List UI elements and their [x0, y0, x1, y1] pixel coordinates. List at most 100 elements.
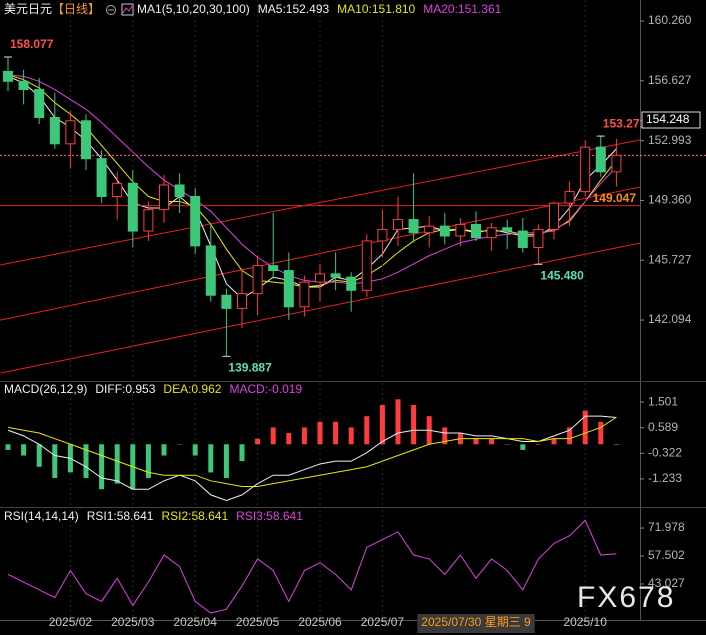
- candle-body: [127, 182, 138, 232]
- legend-entry: MACD:-0.019: [229, 382, 302, 396]
- legend-entry: DIFF:0.953: [95, 382, 155, 396]
- candle-body: [34, 89, 45, 119]
- macd-bar: [114, 444, 120, 484]
- indicator-icon: [121, 3, 134, 16]
- macd-bar: [317, 421, 323, 445]
- y-tick-label: 0.589: [648, 420, 678, 434]
- x-tick-label: 2025/10: [564, 615, 608, 629]
- macd-bar: [145, 444, 151, 479]
- candle-body: [564, 191, 575, 204]
- macd-bar: [161, 444, 167, 456]
- y-tick-label: 57.502: [648, 548, 685, 562]
- indicator-icon: [122, 5, 133, 14]
- candle-body: [393, 219, 403, 230]
- indicator-label: MACD(26,12,9): [4, 382, 87, 396]
- y-tick-label: -0.322: [648, 446, 682, 460]
- candle-body: [112, 182, 123, 198]
- plot-area: [0, 74, 640, 374]
- x-tick-label: 2025/03: [111, 615, 155, 629]
- annotation: 153.271: [603, 116, 647, 130]
- macd-bar: [489, 438, 495, 445]
- y-tick-label: 152.993: [648, 133, 692, 147]
- macd-bar: [333, 421, 339, 445]
- x-tick-label: 2025/05: [236, 615, 280, 629]
- y-tick-label: 1.501: [648, 394, 678, 408]
- indicator-line: [7, 74, 617, 285]
- annotation: 139.887: [228, 361, 272, 375]
- macd-bar: [520, 444, 526, 450]
- macd-bar: [36, 444, 42, 467]
- legend-entry: MA20:151.361: [423, 2, 501, 16]
- channel-line: [0, 139, 640, 266]
- candle-body: [143, 209, 154, 232]
- candle-body: [205, 245, 216, 296]
- candle-body: [424, 225, 435, 234]
- macd-bar: [442, 427, 448, 445]
- indicator-label: RSI(14,14,14): [4, 509, 79, 523]
- legend-entry: MA5:152.493: [258, 2, 330, 16]
- indicator-line: [7, 75, 617, 300]
- candle-body: [517, 230, 528, 249]
- candle-body: [237, 293, 247, 309]
- macd-bar: [223, 444, 229, 479]
- period-label: 【日线】: [52, 2, 100, 16]
- crosshair-box: [417, 614, 535, 633]
- candle-body: [18, 80, 29, 91]
- y-tick-label: 156.627: [648, 73, 692, 87]
- candle-body: [439, 225, 450, 237]
- x-tick-label: 2025/04: [174, 615, 218, 629]
- indicator-line: [7, 415, 617, 502]
- candle-body: [159, 184, 169, 211]
- macd-bar: [286, 433, 292, 445]
- macd-bar: [301, 427, 307, 445]
- macd-bar: [21, 444, 27, 456]
- y-tick-label: 160.260: [648, 13, 692, 27]
- macd-bar: [239, 444, 245, 462]
- legend-entry: RSI1:58.641: [87, 509, 154, 523]
- candle-body: [174, 184, 185, 198]
- channel-line: [0, 242, 640, 374]
- macd-bar: [551, 438, 557, 445]
- legend-entry: MA10:151.810: [337, 2, 415, 16]
- candle-body: [502, 227, 513, 232]
- macd-bar: [52, 444, 58, 479]
- macd-bar: [255, 438, 261, 445]
- candle-body: [190, 196, 201, 247]
- macd-bar: [473, 438, 479, 445]
- y-tick-label: 145.727: [648, 252, 692, 266]
- candle-body: [96, 158, 107, 198]
- indicator-line: [7, 416, 617, 487]
- indicator-line: [7, 74, 617, 288]
- candle-body: [595, 146, 606, 173]
- candle-body: [3, 70, 13, 82]
- macd-bar: [411, 404, 417, 445]
- macd-bar: [348, 427, 354, 445]
- macd-bar: [582, 410, 588, 445]
- indicator-label: MA1(5,10,20,30,100): [137, 2, 250, 16]
- macd-bar: [99, 444, 105, 490]
- macd-bar: [192, 444, 198, 456]
- y-tick-label: 142.094: [648, 312, 692, 326]
- candle-body: [361, 240, 372, 291]
- macd-bar: [567, 427, 573, 445]
- price-box: [641, 111, 701, 129]
- y-tick-label: 43.027: [648, 576, 685, 590]
- annotation: 158.077: [10, 37, 54, 51]
- legend-entry: DEA:0.962: [163, 382, 221, 396]
- candle-body: [299, 281, 310, 308]
- watermark: FX678: [577, 581, 675, 614]
- candle-body: [283, 270, 294, 308]
- candle-body: [221, 294, 232, 309]
- macd-bar: [504, 444, 510, 445]
- macd-bar: [535, 444, 541, 445]
- x-tick-label: 2025/02: [49, 615, 93, 629]
- price-box-label: 154.248: [646, 112, 690, 126]
- legend-entry: RSI2:58.641: [161, 509, 228, 523]
- candle-body: [580, 146, 591, 193]
- macd-bar: [177, 444, 183, 445]
- macd-bar: [5, 444, 11, 450]
- candle-body: [377, 228, 388, 242]
- line-label: 149.047: [593, 191, 637, 205]
- macd-bar: [613, 444, 619, 445]
- candle-body: [455, 223, 466, 237]
